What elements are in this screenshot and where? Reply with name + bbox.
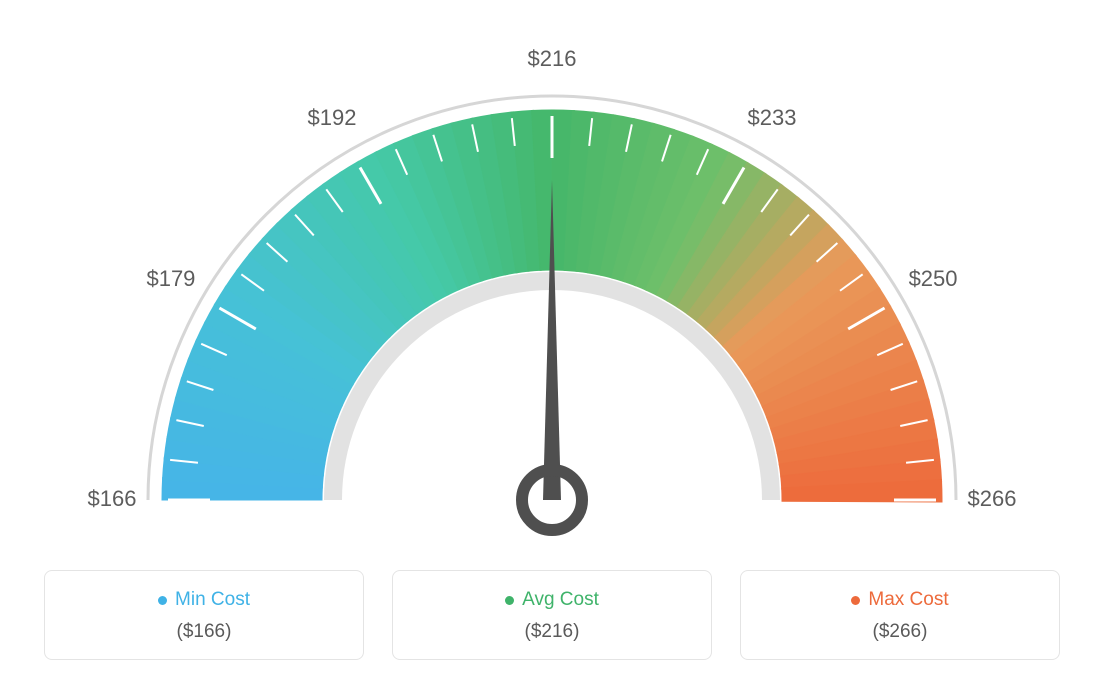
legend-card: Min Cost ($166) (44, 570, 364, 660)
legend-card: Avg Cost ($216) (392, 570, 712, 660)
gauge-tick-label: $192 (308, 105, 357, 130)
gauge-tick-label: $266 (968, 486, 1017, 511)
legend-card: Max Cost ($266) (740, 570, 1060, 660)
legend-label-row: Avg Cost (403, 589, 701, 611)
gauge-chart: $166 $179 $192 $216 $233 $250 $266 (0, 0, 1104, 560)
legend-label: Avg Cost (522, 589, 599, 611)
legend-label: Min Cost (175, 589, 250, 611)
legend-label-row: Max Cost (751, 589, 1049, 611)
legend-dot-icon (851, 596, 860, 605)
gauge-tick-label: $166 (88, 486, 137, 511)
legend-label-row: Min Cost (55, 589, 353, 611)
legend-dot-icon (158, 596, 167, 605)
legend-dot-icon (505, 596, 514, 605)
legend-label: Max Cost (868, 589, 948, 611)
gauge-tick-label: $179 (146, 266, 195, 291)
legend-value: ($166) (55, 621, 353, 643)
gauge-tick-label: $250 (909, 266, 958, 291)
gauge-tick-label: $233 (748, 105, 797, 130)
gauge-svg: $166 $179 $192 $216 $233 $250 $266 (0, 0, 1104, 560)
gauge-tick-label: $216 (528, 46, 577, 71)
legend-row: Min Cost ($166) Avg Cost ($216) Max Cost ($26… (0, 570, 1104, 660)
legend-value: ($266) (751, 621, 1049, 643)
legend-value: ($216) (403, 621, 701, 643)
